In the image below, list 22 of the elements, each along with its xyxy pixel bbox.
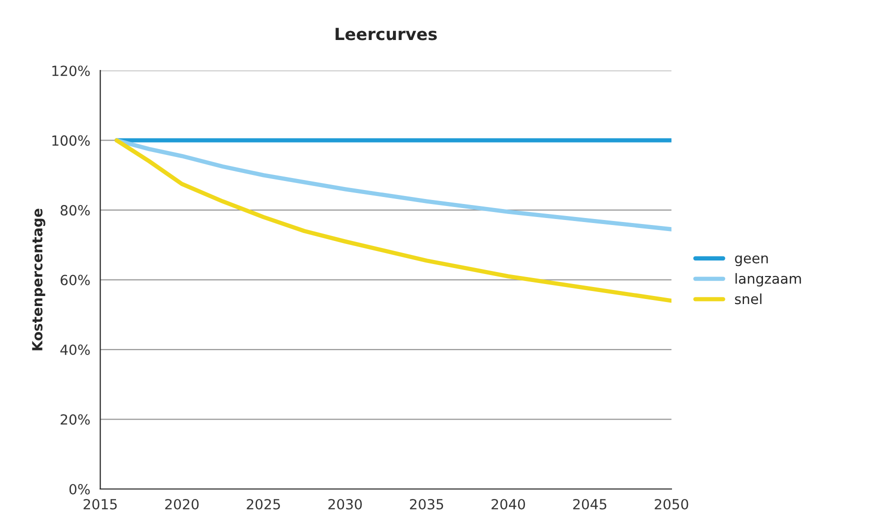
legend-label: snel bbox=[735, 293, 762, 304]
x-tick-label: 2030 bbox=[328, 498, 362, 510]
y-tick-label: 0% bbox=[69, 484, 90, 494]
y-tick-label: 20% bbox=[60, 414, 90, 425]
y-tick-label: 40% bbox=[60, 344, 90, 356]
y-tick-label: 80% bbox=[60, 205, 90, 216]
y-tick-label: 100% bbox=[52, 135, 90, 146]
x-tick-label: 2040 bbox=[492, 498, 525, 510]
legend-label: langzaam bbox=[736, 273, 801, 287]
x-tick-label: 2045 bbox=[573, 498, 606, 510]
x-tick-label: 2050 bbox=[654, 498, 688, 510]
x-tick-label: 2025 bbox=[246, 498, 280, 510]
chart-title: Leercurves bbox=[336, 28, 437, 40]
x-tick-label: 2035 bbox=[410, 498, 444, 510]
y-axis-title: Kostenpercentage bbox=[32, 208, 46, 350]
y-tick-label: 60% bbox=[60, 274, 90, 286]
x-tick-label: 2015 bbox=[84, 498, 117, 510]
x-tick-label: 2020 bbox=[165, 498, 199, 510]
line-series bbox=[114, 138, 672, 232]
legend-label: geen bbox=[735, 255, 768, 266]
y-tick-label: 120% bbox=[52, 66, 90, 76]
line-series bbox=[114, 138, 672, 303]
